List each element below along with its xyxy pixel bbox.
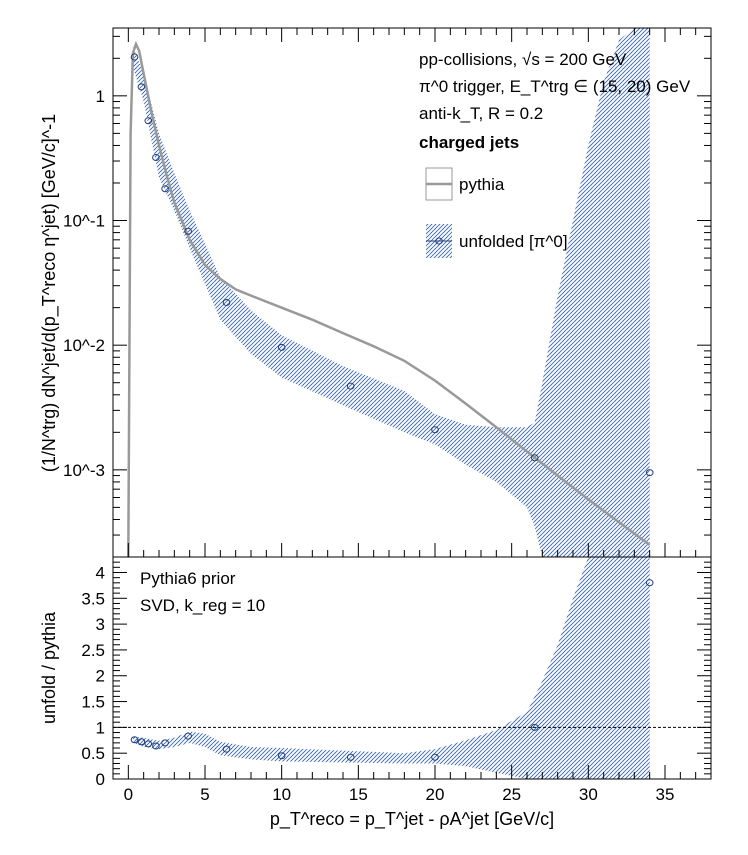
legend: pythia unfolded [π^0] <box>425 167 568 258</box>
unfolded-point <box>222 299 231 306</box>
bottom-panel-frame <box>112 556 712 780</box>
ratio-point <box>277 752 286 760</box>
annotation-collisions-text: pp-collisions, √s = 200 GeV <box>419 50 627 69</box>
x-tick-label: 10 <box>272 785 291 804</box>
annotation-prior: Pythia6 prior <box>140 569 236 588</box>
ratio-band-area <box>132 557 650 779</box>
ratio-point <box>645 579 654 587</box>
x-tick-label: 5 <box>200 785 209 804</box>
bottom-panel: 0 5 10 15 20 25 30 35 0 0.5 1 1.5 2 2.5 3 3.5 4 Pythia6 … <box>39 556 712 830</box>
unfolded-point <box>161 185 169 193</box>
ratio-points-group <box>130 579 654 761</box>
x-tick-label: 0 <box>124 785 133 804</box>
x-tick-label: 25 <box>502 785 521 804</box>
x-tick-label: 30 <box>579 785 598 804</box>
unfolded-band-area <box>132 28 650 557</box>
unfolded-point <box>277 343 286 351</box>
annotation-charged-jets: charged jets <box>419 133 519 152</box>
ratio-point <box>346 753 355 761</box>
pythia-curve <box>127 40 651 557</box>
bottom-y-tick-label: 0.5 <box>81 744 105 763</box>
bottom-y-tick-label: 0 <box>96 770 105 789</box>
unfolded-points-group <box>130 53 654 477</box>
bottom-y-tick-label: 4 <box>96 563 105 582</box>
ratio-point <box>152 742 160 750</box>
bottom-axis-ticks: 0 5 10 15 20 25 30 35 0 0.5 1 1.5 2 2.5 3 3.5 4 <box>81 561 712 804</box>
bottom-y-tick-label: 1.5 <box>81 693 105 712</box>
top-axis-ticks: 10^-3 10^-2 10^-1 1 <box>63 28 712 558</box>
unfolded-point <box>144 117 153 125</box>
top-y-tick-label: 1 <box>96 87 105 106</box>
bottom-y-tick-label: 3 <box>96 615 105 634</box>
x-axis-label-text: p_T^reco = p_T^jet - ρA^jet [GeV/c] <box>270 809 554 830</box>
ratio-point <box>530 723 539 731</box>
unfolded-point <box>152 154 160 161</box>
bottom-y-tick-label: 2.5 <box>81 641 105 660</box>
unfolded-point <box>346 382 355 390</box>
annotation-algorithm: anti-k_T, R = 0.2 <box>419 104 543 123</box>
unfolded-point <box>130 53 139 61</box>
top-y-axis-label: (1/N^trg) dN^jet/d(p_T^reco η^jet) [GeV/… <box>39 114 60 472</box>
x-tick-label: 15 <box>349 785 368 804</box>
top-y-tick-label: 10^-1 <box>63 212 105 231</box>
top-y-axis-label-text: (1/N^trg) dN^jet/d(p_T^reco η^jet) [GeV/… <box>39 114 60 472</box>
bottom-y-tick-label: 3.5 <box>81 589 105 608</box>
annotation-collisions: pp-collisions, √s = 200 GeV <box>419 50 627 69</box>
annotation-trigger-text: π^0 trigger, E_T^trg ∈ (15, 20) GeV <box>419 77 691 96</box>
annotation-prior-text: Pythia6 prior <box>140 569 236 588</box>
legend-unfolded-label-text: unfolded [π^0] <box>459 232 568 251</box>
x-tick-label: 20 <box>426 785 445 804</box>
bottom-y-tick-label: 1 <box>96 718 105 737</box>
ratio-uncertainty-band <box>132 557 650 779</box>
top-y-tick-label: 10^-2 <box>63 336 105 355</box>
ratio-point <box>130 736 139 744</box>
top-panel: 10^-3 10^-2 10^-1 1 pp-collisions, √s = 200… <box>39 27 712 558</box>
ratio-point <box>161 739 169 747</box>
unfolded-point <box>645 469 654 477</box>
unfolded-uncertainty-band <box>132 28 650 557</box>
legend-pythia-label: pythia <box>459 175 505 194</box>
annotation-algorithm-text: anti-k_T, R = 0.2 <box>419 104 543 123</box>
ratio-point <box>222 745 231 753</box>
bottom-y-tick-label: 2 <box>96 667 105 686</box>
x-axis-label: p_T^reco = p_T^jet - ρA^jet [GeV/c] <box>270 809 554 830</box>
annotation-svd: SVD, k_reg = 10 <box>140 596 265 615</box>
annotation-trigger: π^0 trigger, E_T^trg ∈ (15, 20) GeV <box>419 77 691 96</box>
legend-pythia-label-text: pythia <box>459 175 505 194</box>
annotation-svd-text: SVD, k_reg = 10 <box>140 596 265 615</box>
ratio-point <box>144 740 153 748</box>
legend-unfolded-label: unfolded [π^0] <box>459 232 568 251</box>
legend-unfolded-marker <box>435 237 443 245</box>
top-y-tick-label: 10^-3 <box>63 461 105 480</box>
annotation-charged-jets-text: charged jets <box>419 133 519 152</box>
unfolded-point <box>530 454 539 462</box>
bottom-y-axis-label-text: unfold / pythia <box>39 611 59 724</box>
ratio-point <box>137 738 146 746</box>
ratio-point <box>184 732 192 740</box>
unfolded-point <box>431 426 439 434</box>
ratio-point <box>431 753 439 761</box>
bottom-y-axis-label: unfold / pythia <box>39 611 59 724</box>
pythia-curve-group <box>127 40 651 557</box>
unfolded-point <box>137 83 146 91</box>
unfolded-point <box>184 227 192 235</box>
x-tick-label: 35 <box>656 785 675 804</box>
